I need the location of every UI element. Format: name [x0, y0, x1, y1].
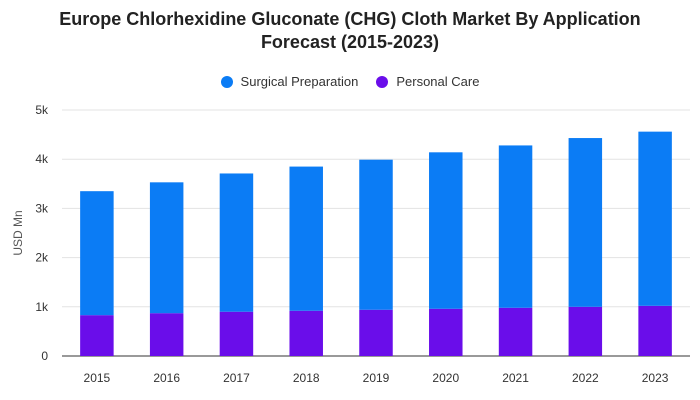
legend-item-surgical-preparation[interactable]: Surgical Preparation: [220, 74, 359, 89]
bar-surgical-preparation-2015: [80, 191, 114, 316]
chart-title: Europe Chlorhexidine Gluconate (CHG) Clo…: [0, 8, 700, 54]
bar-personal-care-2020: [429, 308, 463, 356]
legend-item-personal-care[interactable]: Personal Care: [376, 74, 479, 89]
x-tick-label: 2022: [572, 371, 599, 385]
y-tick-label: 2k: [35, 251, 49, 265]
legend-swatch-personal-care: [376, 75, 389, 88]
x-tick-label: 2020: [432, 371, 459, 385]
x-tick-label: 2015: [84, 371, 111, 385]
legend: Surgical Preparation Personal Care: [0, 74, 700, 89]
x-tick-label: 2023: [642, 371, 669, 385]
y-axis-title: USD Mn: [11, 210, 25, 255]
y-tick-label: 0: [41, 349, 48, 363]
legend-label-personal-care: Personal Care: [396, 74, 480, 89]
bar-surgical-preparation-2023: [638, 131, 672, 306]
bar-personal-care-2016: [149, 313, 184, 356]
x-tick-label: 2017: [223, 371, 250, 385]
x-tick-label: 2016: [153, 371, 180, 385]
y-tick-label: 5k: [35, 103, 49, 117]
bar-surgical-preparation-2021: [498, 145, 533, 308]
bar-personal-care-2015: [80, 315, 114, 356]
x-tick-label: 2019: [363, 371, 390, 385]
y-tick-label: 1k: [35, 300, 49, 314]
y-tick-label: 3k: [35, 201, 49, 215]
bar-surgical-preparation-2019: [359, 159, 393, 310]
bar-surgical-preparation-2022: [568, 138, 603, 307]
chart-title-line-1: Europe Chlorhexidine Gluconate (CHG) Clo…: [59, 9, 641, 29]
chart-title-line-2: Forecast (2015-2023): [260, 32, 440, 52]
legend-swatch-surgical-preparation: [220, 75, 233, 88]
x-tick-label: 2018: [293, 371, 320, 385]
y-tick-label: 4k: [35, 152, 49, 166]
bar-surgical-preparation-2016: [149, 182, 184, 314]
bar-personal-care-2018: [289, 310, 323, 356]
legend-label-surgical-preparation: Surgical Preparation: [240, 74, 359, 89]
bar-personal-care-2021: [498, 307, 533, 356]
bar-surgical-preparation-2017: [219, 173, 254, 312]
bar-surgical-preparation-2020: [429, 152, 463, 309]
bar-personal-care-2017: [219, 311, 254, 356]
x-tick-label: 2021: [502, 371, 529, 385]
bar-personal-care-2023: [638, 305, 672, 356]
bar-personal-care-2022: [568, 306, 603, 356]
bar-surgical-preparation-2018: [289, 166, 323, 311]
bar-personal-care-2019: [359, 309, 393, 356]
